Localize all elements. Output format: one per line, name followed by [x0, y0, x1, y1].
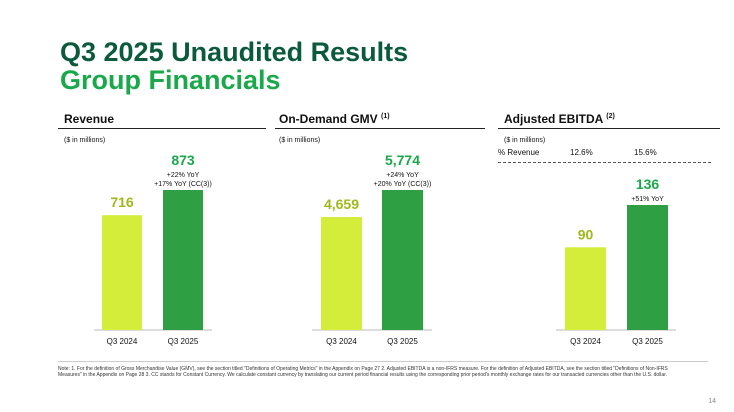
ebitda-bar-q3-2024: [565, 247, 606, 330]
revenue-title-rule: [58, 128, 266, 129]
ebitda-unit: ($ in millions): [504, 137, 546, 144]
ebitda-panel-title: Adjusted EBITDA (2): [504, 112, 615, 126]
slide-subtitle: Group Financials: [60, 65, 281, 95]
revenue-panel-title: Revenue: [64, 112, 114, 126]
revenue-bar-q3-2024: [102, 215, 142, 330]
ebitda-value-label: 90: [578, 226, 594, 242]
ebitda-title-text: Adjusted EBITDA: [504, 112, 603, 126]
page-number: 14: [708, 398, 716, 405]
pct-revenue-divider: [498, 162, 711, 163]
revenue-value-label: 716: [110, 194, 134, 210]
ebitda-bar-q3-2025: [627, 205, 668, 330]
ebitda-yoy-annotation: +51% YoY: [631, 196, 664, 203]
revenue-category-label: Q3 2024: [107, 337, 138, 346]
revenue-bar-q3-2025: [163, 190, 203, 330]
gmv-title-text: On-Demand GMV: [279, 112, 378, 126]
gmv-title-sup: (1): [381, 113, 390, 120]
gmv-title-rule: [275, 128, 485, 129]
revenue-unit: ($ in millions): [64, 137, 106, 144]
slide-title: Q3 2025 Unaudited Results: [60, 37, 409, 67]
footnote-rule: [58, 361, 708, 362]
ebitda-title-rule: [498, 128, 720, 129]
revenue-title-text: Revenue: [64, 112, 115, 126]
revenue-value-label: 873: [171, 152, 195, 168]
revenue-yoy-annotation: +17% YoY (CC(3)): [154, 181, 212, 188]
gmv-bar-q3-2024: [321, 217, 362, 330]
gmv-yoy-annotation: +24% YoY: [386, 172, 419, 179]
revenue-category-label: Q3 2025: [168, 337, 199, 346]
gmv-panel-title: On-Demand GMV (1): [279, 112, 390, 126]
pct-revenue-label: % Revenue: [498, 148, 540, 157]
gmv-unit: ($ in millions): [279, 137, 321, 144]
pct-revenue-q3-2025: 15.6%: [634, 148, 657, 157]
gmv-category-label: Q3 2024: [326, 337, 357, 346]
gmv-bar-q3-2025: [382, 190, 423, 330]
pct-revenue-q3-2024: 12.6%: [570, 148, 593, 157]
ebitda-category-label: Q3 2024: [570, 337, 601, 346]
gmv-value-label: 4,659: [324, 196, 359, 212]
ebitda-value-label: 136: [636, 176, 660, 192]
ebitda-category-label: Q3 2025: [632, 337, 663, 346]
ebitda-title-sup: (2): [606, 113, 615, 120]
gmv-value-label: 5,774: [385, 152, 420, 168]
revenue-yoy-annotation: +22% YoY: [167, 172, 200, 179]
gmv-yoy-annotation: +20% YoY (CC(3)): [374, 181, 432, 188]
footnote: Note: 1. For the definition of Gross Mer…: [58, 366, 668, 378]
gmv-category-label: Q3 2025: [387, 337, 418, 346]
